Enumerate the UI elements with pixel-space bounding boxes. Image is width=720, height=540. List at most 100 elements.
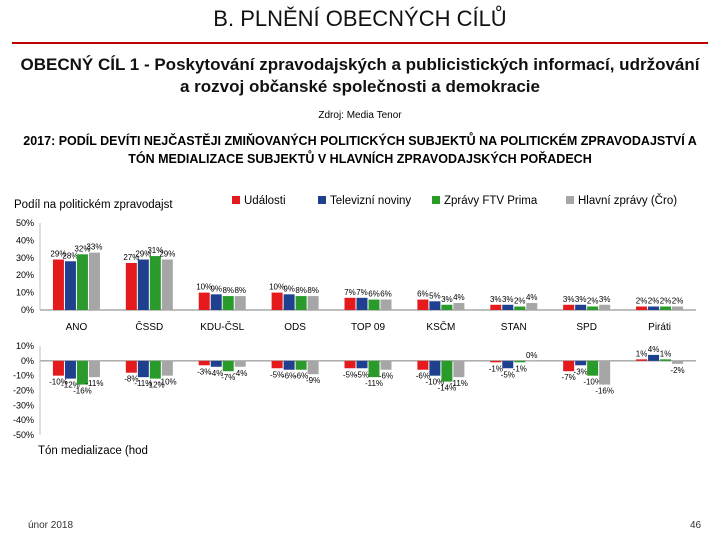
category-label: STAN — [501, 322, 527, 333]
tone-bar — [660, 359, 672, 361]
tone-bar — [429, 360, 441, 376]
share-bar — [234, 296, 246, 310]
share-bar — [344, 297, 356, 310]
tone-data-label: -5% — [343, 370, 357, 379]
share-data-label: 2% — [514, 297, 526, 306]
legend-swatch — [232, 196, 240, 204]
tone-data-label: -6% — [379, 372, 393, 381]
share-data-label: 9% — [210, 284, 222, 293]
legend-label: Události — [244, 195, 286, 207]
share-data-label: 4% — [453, 293, 465, 302]
tone-data-label: 4% — [648, 345, 660, 354]
share-bar — [429, 301, 441, 310]
tone-bar — [441, 360, 453, 382]
tone-data-label: -9% — [306, 376, 320, 385]
tone-data-label: -10% — [583, 378, 602, 387]
share-bar — [149, 256, 161, 310]
tone-data-label: -11% — [85, 379, 103, 388]
share-data-label: 29% — [50, 250, 66, 259]
legend-swatch — [566, 196, 574, 204]
share-bar — [368, 299, 380, 310]
share-data-label: 2% — [587, 297, 599, 306]
tone-data-label: -11% — [134, 379, 152, 388]
share-bar — [271, 292, 283, 310]
tone-bar — [636, 359, 648, 361]
share-bar — [441, 304, 453, 310]
share-data-label: 2% — [672, 297, 684, 306]
tone-bar — [453, 360, 465, 378]
tone-y-tick-label: -30% — [13, 400, 34, 410]
tone-data-label: -4% — [209, 369, 223, 378]
share-data-label: 4% — [526, 293, 538, 302]
tone-y-tick-label: -20% — [13, 386, 34, 396]
tone-data-label: -3% — [574, 367, 588, 376]
share-data-label: 3% — [441, 295, 453, 304]
share-bar — [222, 296, 234, 310]
tone-data-label: -1% — [513, 364, 527, 373]
tone-bar — [64, 360, 76, 379]
share-chart-title: Podíl na politickém zpravodajst — [14, 199, 173, 211]
category-label: ANO — [66, 322, 88, 333]
share-bar — [161, 259, 173, 310]
tone-data-label: -10% — [426, 378, 445, 387]
tone-bar — [125, 360, 137, 373]
tone-data-label: -11% — [450, 379, 468, 388]
tone-bar — [380, 360, 392, 370]
legend-swatch — [432, 196, 440, 204]
share-data-label: 3% — [502, 295, 514, 304]
category-label: Piráti — [648, 322, 671, 333]
tone-data-label: -12% — [146, 381, 165, 390]
share-bar — [210, 294, 222, 310]
tone-bar — [198, 360, 210, 366]
tone-bar — [88, 360, 100, 378]
tone-bar — [599, 360, 611, 385]
legend-label: Televizní noviny — [330, 195, 411, 207]
share-data-label: 33% — [86, 243, 102, 252]
tone-y-tick-label: -50% — [13, 430, 34, 440]
tone-data-label: -16% — [595, 387, 614, 396]
share-bar — [514, 306, 526, 310]
share-data-label: 6% — [368, 290, 380, 299]
tone-y-tick-label: -40% — [13, 415, 34, 425]
category-label: SPD — [576, 322, 597, 333]
share-data-label: 9% — [283, 284, 295, 293]
share-y-tick-label: 30% — [16, 253, 34, 263]
page-title: B. PLNĚNÍ OBECNÝCH CÍLŮ — [213, 6, 507, 31]
share-bar — [198, 292, 210, 310]
title-divider — [12, 42, 708, 44]
tone-bar — [575, 360, 587, 366]
tone-chart-title: Tón medializace (hod — [38, 445, 148, 457]
share-data-label: 3% — [490, 295, 502, 304]
tone-data-label: -3% — [197, 367, 211, 376]
tone-data-label: 1% — [636, 349, 648, 358]
share-bar — [502, 304, 514, 310]
tone-bar — [648, 354, 660, 361]
share-data-label: 5% — [429, 291, 441, 300]
tone-bar — [234, 360, 246, 367]
share-bar — [380, 299, 392, 310]
tone-data-label: -4% — [233, 369, 247, 378]
share-bar — [636, 306, 648, 310]
tone-data-label: -5% — [270, 370, 284, 379]
tone-bar — [52, 360, 64, 376]
share-bar — [76, 254, 88, 310]
share-data-label: 8% — [234, 286, 246, 295]
tone-data-label: -7% — [562, 373, 576, 382]
tone-data-label: -16% — [73, 387, 92, 396]
category-label: KDU-ČSL — [200, 320, 244, 333]
share-data-label: 3% — [575, 295, 587, 304]
share-data-label: 3% — [599, 295, 611, 304]
legend-label: Hlavní zprávy (Čro) — [578, 194, 677, 207]
share-data-label: 8% — [222, 286, 234, 295]
share-data-label: 10% — [269, 283, 285, 292]
tone-data-label: -10% — [49, 378, 68, 387]
tone-data-label: -6% — [416, 372, 430, 381]
share-data-label: 29% — [135, 250, 151, 259]
share-bar — [88, 252, 100, 310]
page-number: 46 — [690, 520, 702, 531]
tone-bar — [149, 360, 161, 379]
share-y-tick-label: 40% — [16, 235, 34, 245]
tone-bar — [76, 360, 88, 385]
share-bar — [599, 304, 611, 310]
